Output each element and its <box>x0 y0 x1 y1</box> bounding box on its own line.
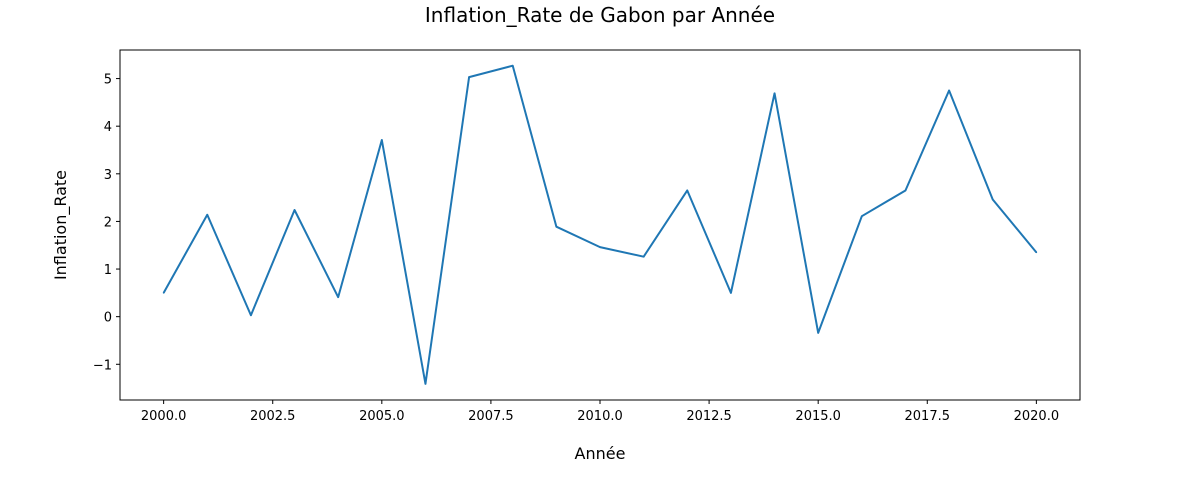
y-tick-label: −1 <box>93 358 112 373</box>
data-point <box>468 76 470 78</box>
x-tick-label: 2002.5 <box>250 409 296 424</box>
data-point <box>991 198 994 201</box>
y-tick-label: 4 <box>104 120 112 135</box>
x-tick-label: 2005.0 <box>359 409 405 424</box>
data-point <box>424 383 427 385</box>
data-point <box>162 292 165 294</box>
data-point <box>642 255 645 258</box>
chart-title: Inflation_Rate de Gabon par Année <box>425 3 775 27</box>
plot-frame <box>119 49 1081 401</box>
x-tick-label: 2010.0 <box>577 409 623 424</box>
x-tick-label: 2007.5 <box>468 409 514 424</box>
x-axis-label: Année <box>575 444 626 463</box>
data-point <box>686 189 689 192</box>
y-axis-label: Inflation_Rate <box>51 170 71 280</box>
data-point <box>817 332 819 334</box>
data-point <box>555 225 558 228</box>
x-tick-label: 2000.0 <box>141 409 187 424</box>
data-point <box>293 209 296 211</box>
y-tick-label: 1 <box>104 263 112 278</box>
data-point <box>250 314 252 317</box>
data-point <box>948 89 950 92</box>
data-point <box>599 246 601 248</box>
data-point <box>511 64 514 67</box>
x-tick-label: 2017.5 <box>905 409 951 424</box>
data-point <box>337 296 339 298</box>
x-tick-label: 2020.0 <box>1014 409 1060 424</box>
data-point <box>904 189 907 192</box>
data-point <box>381 139 383 141</box>
data-point <box>773 92 776 95</box>
y-tick-label: 0 <box>104 311 112 326</box>
y-tick-label: 3 <box>104 168 112 183</box>
y-tick-label: 2 <box>104 215 112 230</box>
data-point <box>861 215 863 217</box>
y-tick-label: 5 <box>104 73 112 88</box>
x-tick-label: 2012.5 <box>686 409 732 424</box>
data-point <box>730 292 732 294</box>
series-line <box>162 64 1038 385</box>
x-tick-label: 2015.0 <box>795 409 841 424</box>
data-point <box>206 213 209 216</box>
data-point <box>1035 251 1038 254</box>
plot-area: 2000.0 2002.5 2005.0 2007.5 2010.0 2012.5 2015… <box>93 49 1081 424</box>
